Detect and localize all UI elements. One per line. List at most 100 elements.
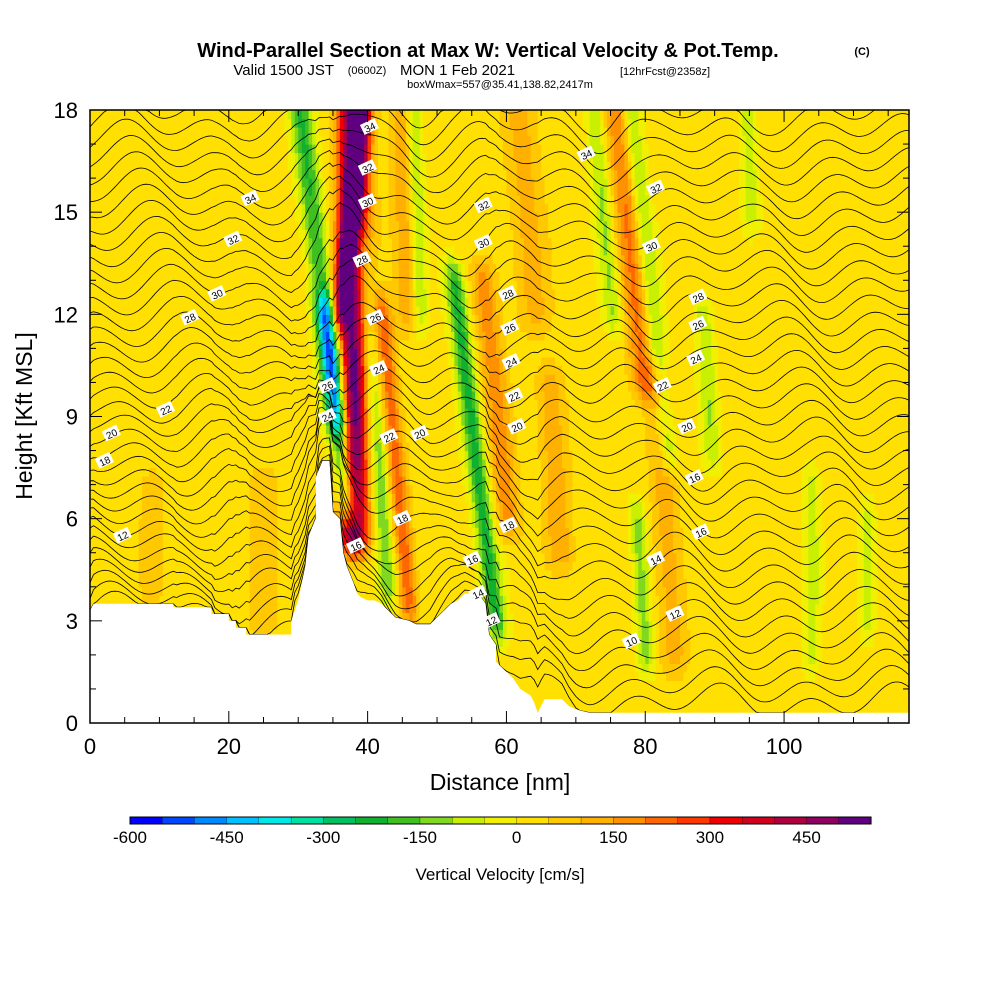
velocity-cell — [138, 297, 143, 307]
velocity-cell — [183, 373, 188, 384]
velocity-cell — [128, 356, 133, 367]
velocity-cell — [100, 382, 105, 392]
velocity-cell — [197, 263, 202, 273]
velocity-cell — [166, 527, 171, 537]
velocity-cell — [100, 246, 105, 256]
velocity-cell — [214, 178, 219, 188]
velocity-cell — [256, 144, 261, 154]
velocity-cell — [166, 476, 171, 486]
velocity-cell — [110, 399, 115, 409]
velocity-cell — [239, 484, 244, 494]
velocity-cell — [263, 237, 268, 247]
velocity-cell — [228, 118, 233, 128]
velocity-cell — [124, 229, 129, 239]
velocity-cell — [214, 544, 219, 554]
velocity-cell — [159, 535, 164, 545]
velocity-cell — [246, 263, 251, 273]
velocity-cell — [155, 399, 161, 409]
velocity-cell — [228, 195, 233, 205]
velocity-cell — [273, 288, 278, 298]
velocity-cell — [253, 484, 258, 494]
velocity-cell — [277, 212, 282, 222]
velocity-cell — [183, 518, 188, 528]
velocity-cell — [197, 314, 202, 324]
velocity-cell — [121, 595, 126, 605]
velocity-cell — [149, 322, 154, 332]
velocity-cell — [155, 186, 161, 196]
velocity-cell — [263, 586, 268, 596]
velocity-cell — [121, 178, 126, 188]
velocity-cell — [239, 356, 244, 367]
velocity-cell — [270, 144, 275, 154]
velocity-cell — [301, 246, 306, 256]
velocity-cell — [138, 254, 143, 264]
velocity-cell — [138, 314, 143, 324]
velocity-cell — [273, 544, 278, 554]
velocity-cell — [277, 561, 282, 571]
velocity-cell — [194, 442, 199, 452]
velocity-cell — [145, 407, 150, 418]
velocity-cell — [218, 425, 223, 435]
velocity-cell — [325, 229, 331, 239]
velocity-cell — [225, 263, 230, 273]
velocity-cell — [218, 161, 223, 171]
velocity-cell — [110, 595, 115, 605]
velocity-cell — [162, 450, 167, 460]
velocity-cell — [131, 322, 136, 332]
velocity-cell — [263, 484, 268, 494]
velocity-cell — [114, 373, 119, 384]
velocity-cell — [103, 399, 108, 409]
velocity-cell — [201, 544, 206, 554]
velocity-cell — [100, 561, 105, 571]
velocity-cell — [100, 186, 105, 196]
velocity-cell — [124, 118, 129, 128]
velocity-cell — [183, 280, 188, 290]
velocity-cell — [131, 459, 136, 469]
velocity-cell — [187, 220, 192, 230]
velocity-cell — [253, 586, 258, 596]
velocity-cell — [121, 501, 126, 511]
velocity-cell — [152, 297, 157, 307]
velocity-cell — [117, 501, 122, 511]
velocity-cell — [96, 586, 102, 596]
velocity-cell — [239, 467, 244, 477]
velocity-cell — [232, 220, 237, 230]
velocity-cell — [162, 254, 167, 264]
velocity-cell — [225, 195, 230, 205]
velocity-cell — [114, 399, 119, 409]
velocity-cell — [270, 365, 275, 375]
velocity-cell — [103, 110, 108, 120]
velocity-cell — [277, 331, 282, 341]
velocity-cell — [93, 544, 98, 554]
velocity-cell — [138, 263, 143, 273]
velocity-cell — [124, 569, 129, 579]
velocity-cell — [103, 416, 108, 426]
velocity-cell — [228, 322, 233, 332]
velocity-cell — [242, 212, 247, 222]
velocity-cell — [173, 586, 178, 596]
velocity-cell — [235, 407, 240, 418]
velocity-cell — [239, 110, 244, 120]
velocity-cell — [260, 314, 265, 324]
velocity-cell — [96, 144, 102, 154]
velocity-cell — [218, 195, 223, 205]
velocity-cell — [114, 578, 119, 588]
velocity-cell — [277, 203, 282, 213]
velocity-cell — [173, 161, 178, 171]
velocity-cell — [128, 254, 133, 264]
velocity-cell — [280, 382, 285, 392]
velocity-cell — [183, 254, 188, 264]
velocity-cell — [270, 356, 275, 367]
velocity-cell — [214, 365, 219, 375]
velocity-cell — [204, 450, 209, 460]
velocity-cell — [239, 527, 244, 537]
velocity-cell — [166, 348, 171, 358]
velocity-cell — [214, 297, 219, 307]
velocity-cell — [152, 518, 157, 528]
velocity-cell — [273, 212, 278, 222]
velocity-cell — [131, 518, 136, 528]
velocity-cell — [319, 271, 324, 281]
velocity-cell — [235, 220, 240, 230]
velocity-cell — [214, 467, 219, 477]
velocity-cell — [228, 305, 233, 315]
